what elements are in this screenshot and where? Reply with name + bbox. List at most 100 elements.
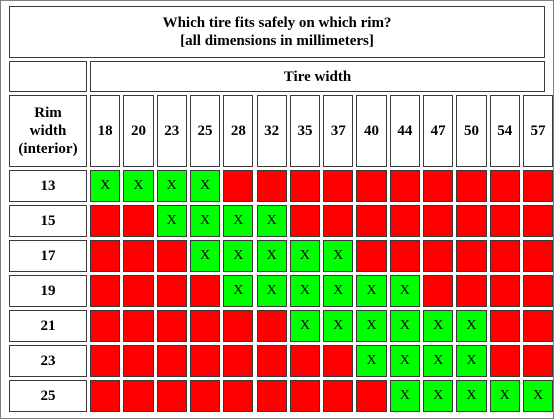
rim-width-row-17: 17 (9, 240, 87, 272)
fit-cell-rim-19-tire-40: X (356, 275, 387, 307)
no-fit-cell-rim-25-tire-28 (223, 380, 254, 412)
no-fit-cell-rim-13-tire-32 (256, 170, 287, 202)
fit-cell-rim-21-tire-35: X (289, 310, 321, 342)
fit-cell-rim-21-tire-40: X (356, 310, 387, 342)
rim-width-row-25: 25 (9, 380, 87, 412)
no-fit-cell-rim-23-tire-23 (156, 345, 187, 377)
no-fit-cell-rim-25-tire-35 (289, 380, 321, 412)
no-fit-cell-rim-19-tire-23 (156, 275, 187, 307)
title-line-2: [all dimensions in millimeters] (180, 33, 374, 49)
fit-cell-rim-13-tire-18: X (90, 170, 121, 202)
title-line-1: Which tire fits safely on which rim? (162, 15, 392, 31)
rim-header-line-1: Rim (34, 105, 62, 121)
no-fit-cell-rim-23-tire-25 (189, 345, 221, 377)
no-fit-cell-rim-23-tire-54 (489, 345, 520, 377)
rim-width-row-13: 13 (9, 170, 87, 202)
no-fit-cell-rim-25-tire-32 (256, 380, 287, 412)
no-fit-cell-rim-15-tire-20 (123, 205, 154, 237)
tire-width-col-32: 32 (256, 95, 287, 167)
no-fit-cell-rim-15-tire-50 (456, 205, 487, 237)
tire-width-col-20: 20 (123, 95, 154, 167)
no-fit-cell-rim-21-tire-23 (156, 310, 187, 342)
no-fit-cell-rim-19-tire-18 (90, 275, 121, 307)
fit-cell-rim-13-tire-20: X (123, 170, 154, 202)
no-fit-cell-rim-19-tire-54 (489, 275, 520, 307)
no-fit-cell-rim-25-tire-37 (323, 380, 354, 412)
no-fit-cell-rim-23-tire-35 (289, 345, 321, 377)
rim-width-row-19: 19 (9, 275, 87, 307)
no-fit-cell-rim-21-tire-18 (90, 310, 121, 342)
no-fit-cell-rim-15-tire-40 (356, 205, 387, 237)
tire-width-col-37: 37 (323, 95, 354, 167)
fit-cell-rim-19-tire-37: X (323, 275, 354, 307)
no-fit-cell-rim-17-tire-44 (389, 240, 420, 272)
fit-cell-rim-17-tire-32: X (256, 240, 287, 272)
fit-cell-rim-15-tire-32: X (256, 205, 287, 237)
tire-width-col-47: 47 (423, 95, 454, 167)
no-fit-cell-rim-21-tire-20 (123, 310, 154, 342)
corner-cell (9, 61, 87, 92)
no-fit-cell-rim-19-tire-20 (123, 275, 154, 307)
no-fit-cell-rim-23-tire-28 (223, 345, 254, 377)
no-fit-cell-rim-15-tire-57 (522, 205, 554, 237)
fit-cell-rim-21-tire-50: X (456, 310, 487, 342)
no-fit-cell-rim-21-tire-28 (223, 310, 254, 342)
rim-width-row-23: 23 (9, 345, 87, 377)
fit-cell-rim-15-tire-25: X (189, 205, 221, 237)
no-fit-cell-rim-15-tire-54 (489, 205, 520, 237)
no-fit-cell-rim-21-tire-32 (256, 310, 287, 342)
fit-cell-rim-17-tire-35: X (289, 240, 321, 272)
no-fit-cell-rim-25-tire-20 (123, 380, 154, 412)
no-fit-cell-rim-15-tire-35 (289, 205, 321, 237)
no-fit-cell-rim-15-tire-18 (90, 205, 121, 237)
no-fit-cell-rim-13-tire-47 (423, 170, 454, 202)
rim-width-row-21: 21 (9, 310, 87, 342)
no-fit-cell-rim-17-tire-50 (456, 240, 487, 272)
tire-width-col-54: 54 (489, 95, 520, 167)
fit-cell-rim-17-tire-37: X (323, 240, 354, 272)
no-fit-cell-rim-13-tire-40 (356, 170, 387, 202)
no-fit-cell-rim-17-tire-54 (489, 240, 520, 272)
tire-width-col-28: 28 (223, 95, 254, 167)
tire-width-col-57: 57 (522, 95, 554, 167)
fit-cell-rim-25-tire-47: X (423, 380, 454, 412)
no-fit-cell-rim-17-tire-57 (522, 240, 554, 272)
fit-cell-rim-25-tire-54: X (489, 380, 520, 412)
fit-cell-rim-23-tire-50: X (456, 345, 487, 377)
no-fit-cell-rim-17-tire-20 (123, 240, 154, 272)
no-fit-cell-rim-25-tire-40 (356, 380, 387, 412)
no-fit-cell-rim-19-tire-57 (522, 275, 554, 307)
fit-cell-rim-19-tire-44: X (389, 275, 420, 307)
rim-width-row-15: 15 (9, 205, 87, 237)
no-fit-cell-rim-19-tire-47 (423, 275, 454, 307)
fit-cell-rim-17-tire-25: X (189, 240, 221, 272)
fit-cell-rim-23-tire-44: X (389, 345, 420, 377)
fit-cell-rim-21-tire-44: X (389, 310, 420, 342)
no-fit-cell-rim-13-tire-44 (389, 170, 420, 202)
no-fit-cell-rim-25-tire-25 (189, 380, 221, 412)
tire-width-header: Tire width (90, 61, 545, 92)
no-fit-cell-rim-21-tire-57 (522, 310, 554, 342)
fit-cell-rim-25-tire-44: X (389, 380, 420, 412)
no-fit-cell-rim-19-tire-50 (456, 275, 487, 307)
tire-width-col-50: 50 (456, 95, 487, 167)
fit-cell-rim-13-tire-25: X (189, 170, 221, 202)
no-fit-cell-rim-13-tire-57 (522, 170, 554, 202)
fit-cell-rim-19-tire-32: X (256, 275, 287, 307)
no-fit-cell-rim-13-tire-35 (289, 170, 321, 202)
no-fit-cell-rim-19-tire-25 (189, 275, 221, 307)
no-fit-cell-rim-17-tire-40 (356, 240, 387, 272)
tire-width-col-18: 18 (90, 95, 121, 167)
no-fit-cell-rim-13-tire-50 (456, 170, 487, 202)
no-fit-cell-rim-13-tire-54 (489, 170, 520, 202)
fit-cell-rim-19-tire-35: X (289, 275, 321, 307)
no-fit-cell-rim-15-tire-44 (389, 205, 420, 237)
fit-cell-rim-21-tire-47: X (423, 310, 454, 342)
fit-cell-rim-25-tire-50: X (456, 380, 487, 412)
no-fit-cell-rim-13-tire-37 (323, 170, 354, 202)
no-fit-cell-rim-25-tire-18 (90, 380, 121, 412)
tire-width-col-40: 40 (356, 95, 387, 167)
no-fit-cell-rim-23-tire-18 (90, 345, 121, 377)
no-fit-cell-rim-25-tire-23 (156, 380, 187, 412)
